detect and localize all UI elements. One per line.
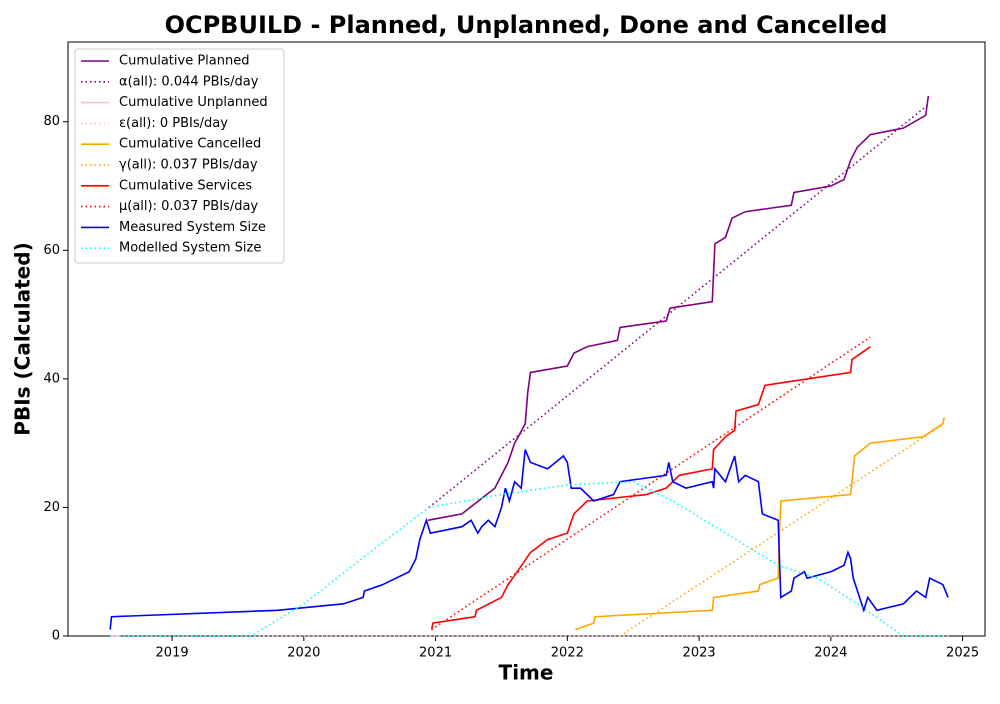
y-axis-label: PBIs (Calculated)	[11, 242, 35, 435]
legend-label: Modelled System Size	[119, 241, 261, 256]
y-tick-label: 60	[43, 243, 60, 258]
chart-title: OCPBUILD - Planned, Unplanned, Done and …	[165, 11, 888, 39]
x-tick-label: 2024	[814, 646, 847, 661]
x-axis-label: Time	[499, 661, 554, 685]
legend-label: Cumulative Cancelled	[119, 137, 261, 152]
y-tick-label: 20	[43, 500, 60, 515]
series-line	[110, 480, 943, 637]
legend-label: α(all): 0.044 PBIs/day	[119, 74, 259, 89]
series-line	[430, 346, 871, 630]
series-line	[109, 449, 949, 630]
x-tick-label: 2022	[551, 646, 584, 661]
plot-frame	[67, 41, 986, 637]
x-tick-label: 2021	[419, 646, 452, 661]
x-tick-label: 2020	[287, 646, 320, 661]
legend-label: Cumulative Planned	[119, 54, 249, 69]
legend-label: Measured System Size	[119, 220, 266, 235]
y-tick-label: 80	[43, 114, 60, 129]
legend-label: Cumulative Unplanned	[119, 95, 268, 110]
x-tick-label: 2025	[946, 646, 979, 661]
legend-label: γ(all): 0.037 PBIs/day	[119, 158, 258, 173]
series-line	[619, 423, 945, 637]
y-tick-label: 40	[43, 371, 60, 386]
legend-box	[74, 48, 285, 264]
series-line	[427, 95, 930, 522]
x-tick-label: 2023	[683, 646, 716, 661]
legend-label: μ(all): 0.037 PBIs/day	[119, 199, 258, 214]
legend-label: ε(all): 0 PBIs/day	[119, 116, 228, 131]
legend-label: Cumulative Services	[119, 178, 252, 193]
series-line	[428, 105, 928, 509]
y-tick-label: 0	[52, 629, 60, 644]
series-line	[574, 417, 945, 631]
x-tick-label: 2019	[156, 646, 189, 661]
